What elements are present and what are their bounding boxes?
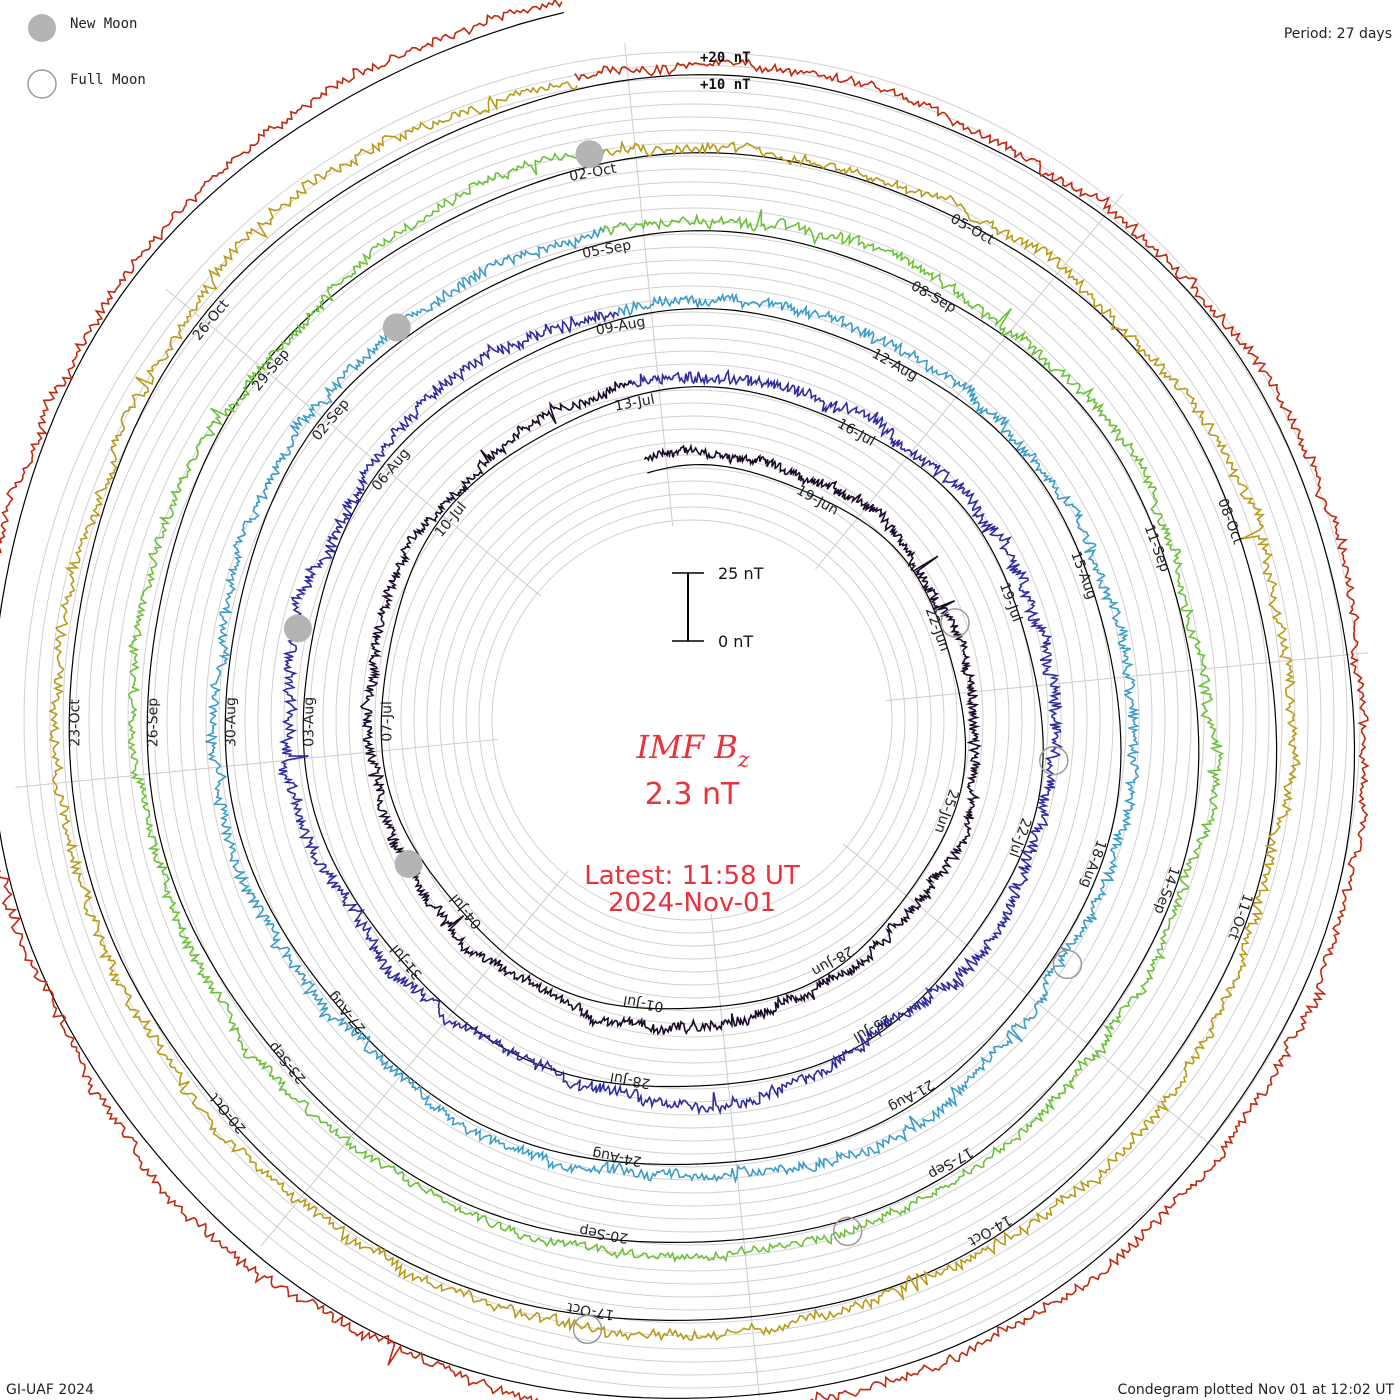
grid-ring [491,519,893,921]
date-label: 08-Sep [908,278,959,316]
period-label: Period: 27 days [1284,26,1392,42]
new-moon-marker [394,850,423,878]
date-label: 01-Jul [622,992,665,1015]
date-label: 17-Oct [565,1299,615,1323]
grid-ring [452,480,932,960]
new-moon-marker [382,313,411,342]
grid-ring [374,402,1010,1038]
grid-ring [309,337,1075,1103]
grid-ring [140,168,1244,1272]
series-trace-4 [127,150,1225,1263]
plus10-nt-label: +10 nT [700,77,751,93]
date-label: 03-Aug [301,697,317,747]
zero-line-spiral [0,12,1356,1399]
date-label: 24-Aug [591,1145,643,1169]
full-moon-marker [940,608,970,638]
grid-ring [426,454,958,986]
new-moon-label: New Moon [70,16,137,32]
center-title: IMF Bz [636,728,750,773]
grid-ring [75,103,1309,1337]
date-label: 20-Sep [578,1222,629,1246]
grid-spoke [624,43,674,527]
grid-ring [270,298,1114,1142]
date-label: 16-Jul [834,416,877,450]
date-label: 13-Jul [613,392,656,415]
grid-spoke [15,738,499,788]
series-trace-6 [0,0,1370,1400]
moon-marker-layer [283,140,1083,1345]
grid-ring [244,272,1140,1168]
scale-bar [672,572,704,642]
grid-ring [322,350,1062,1090]
grid-ring [361,389,1023,1051]
grid-ring [283,311,1101,1129]
date-label: 05-Sep [581,237,632,262]
date-label: 25-Jun [931,787,961,835]
full-moon-label: Full Moon [70,72,146,88]
grid-ring [101,129,1283,1311]
grid-ring [335,363,1049,1077]
grid-ring [192,220,1192,1220]
date-label: 23-Oct [67,699,83,747]
date-label: 09-Aug [595,314,647,339]
series-trace-1 [359,379,982,1036]
series-trace-3 [205,226,1141,1184]
footer-credit: GI-UAF 2024 [6,1382,94,1398]
grid-ring [23,51,1361,1389]
date-label: 14-Oct [965,1211,1014,1249]
grid-spoke [842,843,1219,1152]
date-label: 05-Oct [948,211,998,249]
plus20-nt-label: +20 nT [700,50,751,66]
grid-spoke [165,288,542,597]
date-label: 18-Aug [1077,838,1109,890]
latest-time: Latest: 11:58 UT [584,861,800,891]
date-label: 17-Sep [925,1143,976,1182]
grid-ring [478,506,906,934]
new-moon-marker [283,614,312,643]
series-trace-5 [48,81,1301,1342]
grid-ring [179,207,1205,1233]
series-trace-2 [277,311,1064,1116]
grid-ring [465,493,919,947]
grid-ring [257,285,1127,1155]
full-moon-marker [572,1314,603,1345]
grid-spoke [260,870,569,1247]
grid-ring [88,116,1296,1324]
grid-ring [62,90,1322,1350]
grid-ring [348,376,1036,1064]
date-label: 14-Sep [1150,864,1182,916]
new-moon-icon [28,14,56,42]
series-layer [0,0,1370,1400]
grid-ring [439,467,945,973]
date-label: 28-Jul [609,1069,652,1092]
center-value: 2.3 nT [645,777,740,812]
date-label: 30-Aug [223,697,239,747]
footer-plot-time: Condegram plotted Nov 01 at 12:02 UT [1118,1382,1395,1398]
full-moon-marker [832,1216,863,1247]
grid-ring [296,324,1088,1116]
center-title-subscript: z [737,748,750,773]
grid-ring [127,155,1257,1285]
full-moon-marker [1039,745,1069,776]
date-label: 25-Jul [850,1011,893,1045]
grid-ring [400,428,984,1012]
polar-grid [0,12,1369,1399]
date-label: 07-Jul [379,701,395,742]
latest-date: 2024-Nov-01 [608,888,776,918]
full-moon-marker [1052,949,1083,980]
grid-ring [205,233,1179,1207]
scale-bottom-label: 0 nT [718,632,753,651]
grid-ring [49,77,1335,1363]
grid-ring [218,246,1166,1194]
center-title-main: IMF B [636,728,738,766]
new-moon-marker [575,140,604,169]
date-label: 26-Sep [145,698,161,747]
grid-ring [114,142,1270,1298]
date-label: 11-Oct [1224,891,1255,942]
grid-ring [166,194,1218,1246]
scale-top-label: 25 nT [718,564,764,583]
full-moon-icon [27,69,57,99]
date-label: 23-Sep [265,1039,309,1087]
